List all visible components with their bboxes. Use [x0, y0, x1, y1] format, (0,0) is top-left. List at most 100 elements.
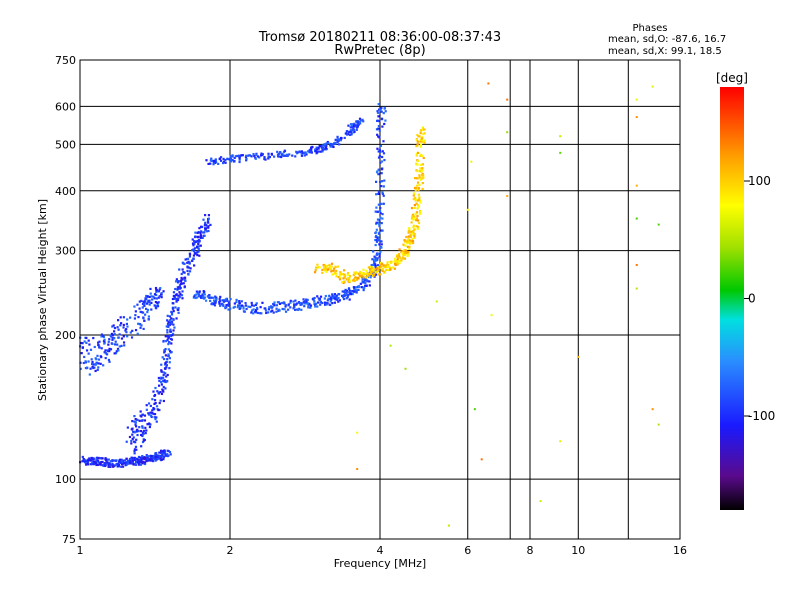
- data-point: [466, 208, 469, 211]
- data-point: [379, 206, 382, 210]
- data-point: [417, 205, 421, 208]
- data-point: [421, 181, 424, 185]
- data-point: [407, 251, 410, 254]
- data-point: [413, 206, 416, 209]
- data-point: [200, 225, 204, 229]
- data-point: [143, 429, 146, 432]
- data-point: [188, 270, 192, 273]
- data-point: [130, 442, 133, 445]
- data-point: [343, 290, 346, 294]
- data-point: [343, 273, 346, 276]
- data-point: [353, 271, 356, 274]
- x-tick-label: 4: [377, 544, 384, 557]
- data-point: [97, 457, 100, 460]
- data-point: [233, 160, 236, 163]
- data-point: [156, 301, 159, 305]
- data-point: [378, 266, 381, 270]
- data-point: [111, 333, 114, 337]
- data-point: [214, 158, 217, 161]
- data-point: [364, 284, 367, 288]
- data-point: [297, 308, 300, 312]
- data-point: [160, 296, 163, 299]
- data-point: [254, 157, 257, 160]
- data-point: [251, 309, 254, 312]
- data-point: [351, 126, 354, 129]
- data-point: [153, 399, 157, 402]
- data-point: [165, 375, 168, 378]
- data-point: [273, 304, 276, 307]
- data-point: [160, 292, 163, 295]
- data-point: [145, 429, 148, 432]
- data-point: [408, 245, 411, 249]
- data-point: [421, 126, 425, 129]
- data-point: [418, 196, 421, 199]
- data-point: [366, 275, 370, 279]
- y-axis-ticks: 75 100 200 300 400 500 600 750: [55, 54, 76, 546]
- data-point: [369, 276, 372, 279]
- data-point: [120, 465, 123, 468]
- data-point: [330, 266, 333, 269]
- data-point: [164, 347, 167, 351]
- data-point: [324, 303, 327, 306]
- data-point: [134, 460, 138, 464]
- data-point: [116, 326, 119, 329]
- data-point: [321, 149, 324, 152]
- data-point: [173, 296, 176, 299]
- data-point: [155, 453, 158, 456]
- data-point: [263, 156, 266, 159]
- data-point: [330, 298, 333, 302]
- data-point: [213, 301, 217, 304]
- data-point: [419, 153, 423, 156]
- data-point: [166, 449, 169, 452]
- data-point: [276, 301, 280, 304]
- data-point: [267, 311, 270, 314]
- data-point: [268, 155, 271, 159]
- data-point: [222, 161, 225, 165]
- data-point: [195, 251, 199, 254]
- data-point: [411, 240, 415, 243]
- data-point: [401, 253, 405, 256]
- data-point: [258, 156, 261, 159]
- data-point: [126, 335, 129, 338]
- data-point: [333, 297, 336, 300]
- data-point: [207, 217, 210, 220]
- data-point: [332, 269, 335, 272]
- data-point: [240, 300, 243, 303]
- data-point: [107, 358, 111, 362]
- data-point: [383, 106, 386, 109]
- data-point: [255, 153, 258, 156]
- data-point: [376, 266, 379, 269]
- data-point: [387, 268, 390, 272]
- data-point: [380, 243, 383, 246]
- data-point: [407, 231, 410, 234]
- data-point: [635, 98, 638, 101]
- data-point: [330, 262, 334, 265]
- data-point: [168, 367, 171, 370]
- data-point: [191, 238, 194, 241]
- plot-frame: [79, 59, 681, 540]
- data-point: [119, 324, 122, 327]
- data-point: [379, 212, 382, 215]
- data-point: [341, 294, 344, 297]
- data-point: [120, 337, 124, 340]
- data-point: [331, 273, 334, 276]
- data-point: [415, 154, 418, 157]
- data-point: [635, 217, 638, 220]
- data-point: [328, 297, 331, 300]
- data-point: [138, 426, 141, 429]
- data-point: [195, 293, 198, 296]
- data-point: [299, 303, 302, 306]
- data-point: [413, 236, 416, 239]
- data-point: [324, 294, 327, 298]
- data-point: [131, 459, 135, 462]
- data-point: [224, 306, 227, 309]
- data-point: [231, 158, 234, 162]
- data-point: [414, 189, 417, 192]
- data-point: [109, 348, 113, 351]
- data-point: [133, 317, 137, 320]
- data-point: [150, 301, 153, 304]
- data-point: [259, 306, 262, 309]
- y-tick-label: 200: [55, 329, 76, 342]
- data-point: [189, 267, 192, 270]
- data-point: [355, 271, 358, 274]
